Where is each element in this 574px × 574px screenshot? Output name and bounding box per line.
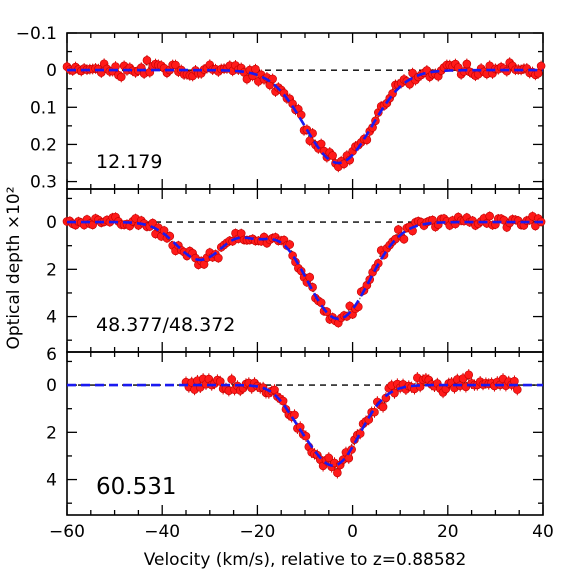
panel-label: 60.531 — [96, 474, 176, 500]
y-tick-label: 0 — [46, 376, 57, 396]
fit-curve — [67, 68, 543, 165]
data-point — [512, 385, 522, 394]
x-tick-label: −40 — [144, 522, 180, 542]
x-tick-label: −60 — [49, 522, 85, 542]
x-tick-label: 0 — [347, 522, 358, 542]
y-axis-label: Optical depth ×10² — [4, 186, 24, 349]
data-point — [399, 234, 409, 244]
y-tick-label: 0.2 — [30, 135, 57, 155]
y-tick-label: −0.1 — [16, 24, 57, 44]
data-point — [116, 72, 126, 82]
data-point — [464, 370, 474, 380]
x-tick-label: 20 — [437, 522, 459, 542]
x-tick-label: −20 — [239, 522, 275, 542]
x-axis-label: Velocity (km/s), relative to z=0.88582 — [144, 550, 467, 570]
y-tick-label: 0.1 — [30, 98, 57, 118]
data-point — [215, 377, 225, 386]
data-point — [344, 453, 354, 463]
y-tick-label: 6 — [46, 345, 57, 365]
panel-label: 48.377/48.372 — [96, 314, 235, 336]
data-point — [214, 253, 223, 263]
fit-curve — [67, 220, 543, 321]
data-point — [142, 56, 152, 65]
y-tick-label: 2 — [46, 423, 57, 443]
y-tick-label: 0 — [46, 213, 57, 233]
y-tick-label: 0 — [46, 61, 57, 81]
data-point — [536, 61, 546, 71]
data-point — [378, 402, 388, 412]
data-point — [333, 468, 342, 478]
panel-1: −0.1 0 0.1 0.2 0.3 12.179 — [16, 24, 546, 193]
panel-2: 0 2 4 48.377/48.372 — [46, 188, 546, 353]
y-tick-label: 0.3 — [30, 173, 57, 193]
data-point — [227, 375, 236, 384]
data-point — [305, 272, 315, 282]
panel-3: 0 2 4 6 60.531 — [46, 345, 544, 516]
data-point — [324, 453, 334, 463]
y-tick-label: 2 — [46, 260, 57, 280]
x-tick-label: 40 — [532, 522, 554, 542]
data-point — [485, 211, 494, 221]
y-tick-label: 4 — [46, 308, 57, 328]
data-point — [285, 240, 295, 249]
fit-curve — [67, 383, 543, 468]
panel-label: 12.179 — [96, 151, 162, 173]
y-tick-label: 4 — [46, 471, 57, 491]
data-point — [328, 151, 337, 160]
data-point — [462, 59, 472, 69]
data-point — [268, 74, 277, 84]
data-point — [370, 407, 379, 417]
